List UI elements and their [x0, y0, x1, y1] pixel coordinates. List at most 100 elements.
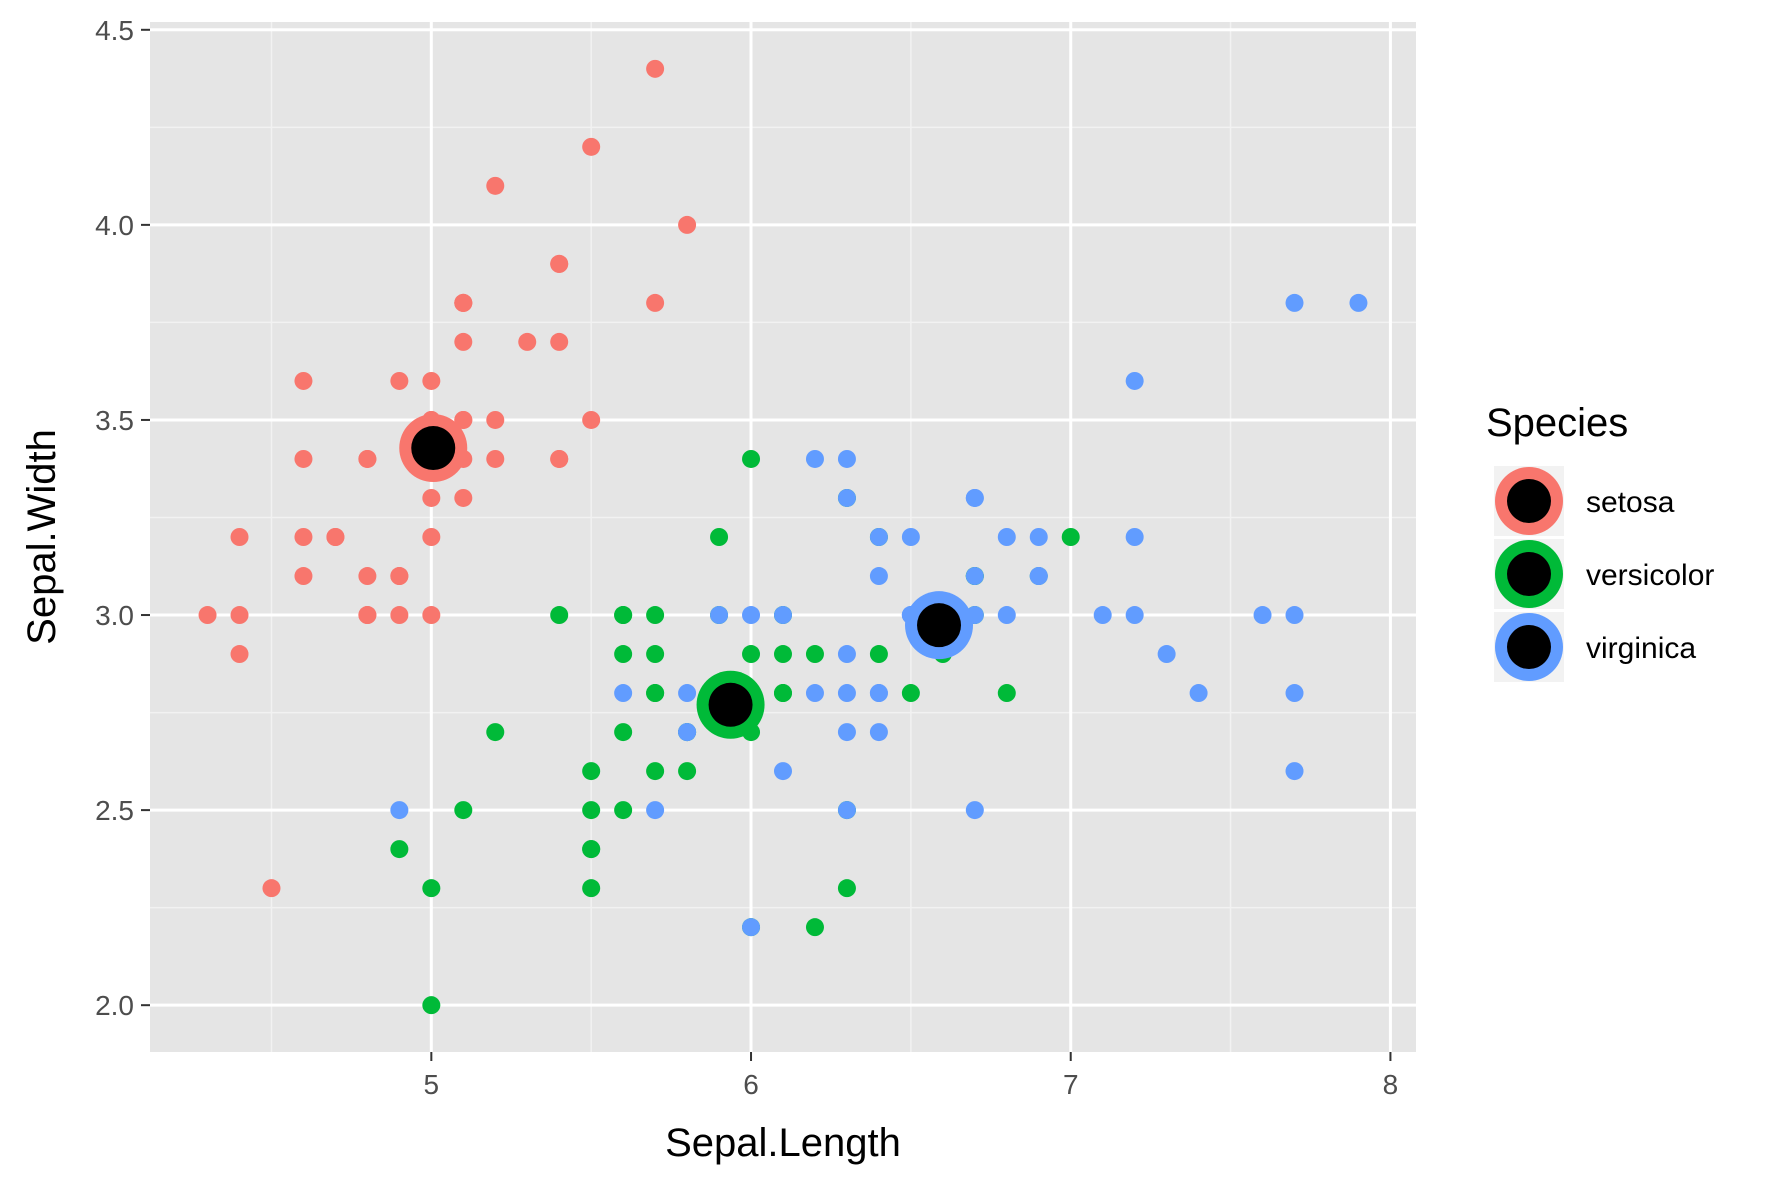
data-point-setosa — [550, 254, 569, 273]
x-axis-title: Sepal.Length — [665, 1121, 901, 1165]
data-point-virginica — [742, 606, 761, 625]
data-point-setosa — [422, 371, 441, 390]
data-point-virginica — [1285, 684, 1304, 703]
data-point-virginica — [1253, 606, 1272, 625]
data-point-versicolor — [742, 645, 761, 664]
data-point-setosa — [294, 449, 313, 468]
data-point-virginica — [1029, 528, 1048, 546]
legend-key-dot — [1507, 479, 1551, 523]
y-tick-label: 4.5 — [95, 15, 134, 46]
y-tick-label: 4.0 — [95, 210, 134, 241]
data-point-setosa — [358, 567, 377, 586]
data-point-virginica — [1189, 684, 1208, 703]
data-point-setosa — [262, 879, 281, 898]
data-point-virginica — [774, 762, 792, 781]
data-point-versicolor — [774, 684, 792, 703]
data-point-virginica — [837, 801, 856, 820]
data-point-setosa — [358, 606, 377, 625]
data-point-versicolor — [646, 645, 665, 664]
data-point-setosa — [678, 215, 697, 234]
data-point-virginica — [774, 606, 792, 625]
data-point-versicolor — [646, 684, 665, 703]
data-point-setosa — [390, 567, 409, 586]
data-point-virginica — [1125, 371, 1144, 390]
data-point-setosa — [422, 528, 441, 546]
data-point-versicolor — [582, 879, 601, 898]
data-point-virginica — [805, 684, 824, 703]
data-point-setosa — [390, 371, 409, 390]
data-point-setosa — [550, 332, 569, 351]
data-point-virginica — [1285, 606, 1304, 625]
data-point-virginica — [1285, 762, 1304, 781]
x-tick-label: 5 — [424, 1069, 440, 1100]
data-point-setosa — [646, 293, 665, 312]
data-point-versicolor — [582, 801, 601, 820]
data-point-virginica — [869, 567, 888, 586]
data-point-setosa — [294, 567, 313, 586]
legend-label: versicolor — [1586, 559, 1714, 592]
centroid-dot-setosa — [411, 426, 456, 471]
data-point-virginica — [1285, 293, 1304, 312]
data-point-setosa — [582, 137, 601, 156]
data-point-versicolor — [774, 645, 792, 664]
data-point-virginica — [837, 645, 856, 664]
data-point-virginica — [997, 606, 1016, 625]
data-point-versicolor — [614, 723, 633, 742]
data-point-setosa — [198, 606, 217, 625]
data-point-setosa — [454, 410, 473, 429]
data-point-versicolor — [1061, 528, 1080, 546]
legend-label: virginica — [1586, 632, 1696, 665]
data-point-setosa — [390, 606, 409, 625]
data-point-virginica — [1029, 567, 1048, 586]
data-point-virginica — [390, 801, 409, 820]
data-point-setosa — [486, 176, 505, 195]
data-point-versicolor — [805, 918, 824, 937]
data-point-versicolor — [742, 449, 761, 468]
data-point-versicolor — [550, 606, 569, 625]
data-point-versicolor — [390, 840, 409, 859]
data-point-setosa — [230, 528, 249, 546]
data-point-versicolor — [710, 528, 729, 546]
data-point-setosa — [454, 293, 473, 312]
data-point-setosa — [582, 410, 601, 429]
y-tick-label: 2.5 — [95, 795, 134, 826]
data-point-versicolor — [901, 684, 920, 703]
data-point-versicolor — [805, 645, 824, 664]
data-point-setosa — [646, 59, 665, 78]
data-point-virginica — [965, 567, 984, 586]
data-point-setosa — [294, 528, 313, 546]
data-point-setosa — [454, 332, 473, 351]
centroid-dot-versicolor — [708, 682, 753, 727]
data-point-virginica — [901, 528, 920, 546]
data-point-versicolor — [646, 606, 665, 625]
data-point-versicolor — [678, 762, 697, 781]
data-point-virginica — [997, 528, 1016, 546]
data-point-setosa — [486, 449, 505, 468]
data-point-virginica — [965, 801, 984, 820]
data-point-virginica — [710, 606, 729, 625]
data-point-versicolor — [422, 996, 441, 1015]
data-point-virginica — [869, 528, 888, 546]
data-point-virginica — [1157, 645, 1176, 664]
centroid-markers — [399, 414, 974, 739]
x-tick-label: 8 — [1383, 1069, 1399, 1100]
series-virginica — [390, 293, 1368, 937]
data-point-versicolor — [997, 684, 1016, 703]
data-point-virginica — [837, 723, 856, 742]
data-point-virginica — [869, 723, 888, 742]
legend-label: setosa — [1586, 486, 1675, 519]
legend-key-dot — [1507, 552, 1551, 596]
x-axis: 5 6 7 8 — [424, 1052, 1399, 1100]
data-point-virginica — [1125, 528, 1144, 546]
data-point-versicolor — [454, 801, 473, 820]
data-point-versicolor — [837, 879, 856, 898]
data-point-virginica — [965, 488, 984, 507]
data-point-virginica — [837, 449, 856, 468]
y-tick-label: 3.5 — [95, 405, 134, 436]
data-point-virginica — [1349, 293, 1368, 312]
y-axis: 2.0 2.5 3.0 3.5 4.0 4.5 — [95, 15, 150, 1021]
data-point-versicolor — [869, 645, 888, 664]
legend-item-virginica: virginica — [1494, 612, 1696, 682]
legend-key-dot — [1507, 625, 1551, 669]
y-tick-label: 2.0 — [95, 990, 134, 1021]
